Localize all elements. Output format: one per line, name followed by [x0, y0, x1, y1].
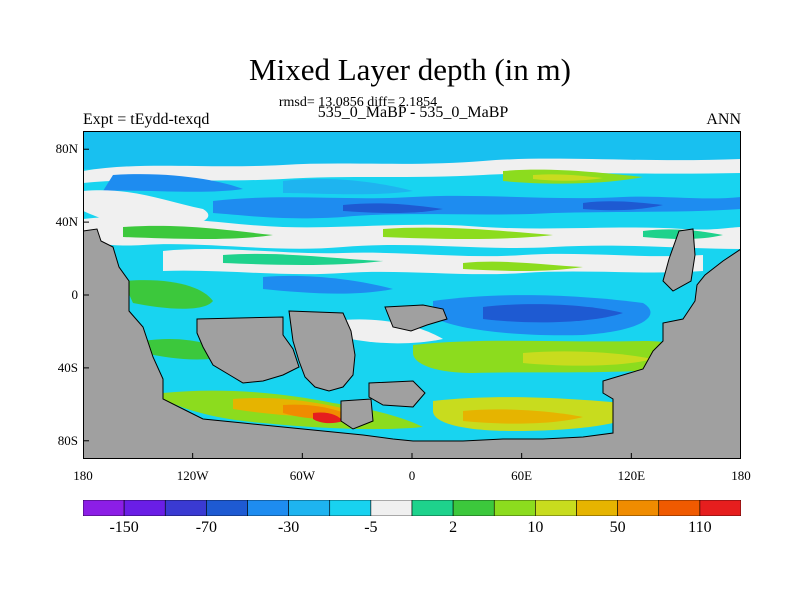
- rmsd-diff-stats: rmsd= 13.0856 diff= 2.1854: [278, 95, 438, 110]
- x-tick-label: 120E: [617, 468, 646, 483]
- y-tick-label: 0: [71, 287, 79, 302]
- colorbar-swatch: [206, 500, 248, 516]
- season-label: ANN: [706, 111, 741, 128]
- colorbar-label: 10: [527, 519, 544, 536]
- colorbar-swatch: [535, 500, 577, 516]
- y-tick-label: 80S: [57, 432, 78, 448]
- colorbar-label: 110: [688, 519, 712, 536]
- y-tick-label: 80N: [55, 141, 78, 157]
- colorbar-swatch: [288, 500, 331, 516]
- southern-hemisphere-field: [123, 275, 691, 431]
- colorbar-swatch: [658, 500, 701, 516]
- colorbar-label: -150: [109, 519, 139, 536]
- colorbar: [83, 500, 741, 516]
- colorbar-swatch: [452, 500, 495, 516]
- case-subtitle: 535_0_MaBP - 535_0_MaBP: [317, 104, 509, 121]
- x-tick-label: 60E: [511, 468, 533, 483]
- colorbar-swatch: [576, 500, 618, 516]
- colorbar-swatch: [411, 500, 454, 516]
- plot-title: Mixed Layer depth (in m): [249, 52, 571, 87]
- y-tick-label: 40S: [57, 359, 78, 375]
- colorbar-swatch: [164, 500, 207, 516]
- x-tick-label: 120W: [176, 468, 209, 483]
- colorbar-swatch: [493, 500, 536, 516]
- y-tick-label: 40N: [55, 214, 78, 230]
- experiment-label: Expt = tEydd-texqd: [83, 111, 210, 128]
- colorbar-swatch: [699, 500, 741, 516]
- colorbar-swatch: [370, 500, 413, 516]
- colorbar-label: -30: [277, 519, 300, 536]
- x-tick-label: 180: [73, 468, 93, 483]
- land-masses: [83, 228, 741, 459]
- northern-hemisphere-field: [83, 158, 741, 275]
- x-tick-label: 60W: [289, 468, 315, 483]
- colorbar-swatch: [83, 500, 125, 516]
- colorbar-label: -70: [195, 519, 218, 536]
- colorbar-swatch: [247, 500, 289, 516]
- mixed-layer-depth-map: [83, 131, 741, 459]
- x-tick-marks: [83, 453, 741, 459]
- colorbar-label: 2: [449, 519, 458, 536]
- colorbar-swatch: [123, 500, 166, 516]
- colorbar-swatch: [329, 500, 372, 516]
- colorbar-label: 50: [609, 519, 626, 536]
- x-tick-label: 180: [731, 468, 751, 483]
- colorbar-swatch: [617, 500, 660, 516]
- colorbar-label: -5: [364, 519, 378, 536]
- y-tick-marks: [83, 148, 89, 442]
- x-tick-label: 0: [408, 468, 416, 483]
